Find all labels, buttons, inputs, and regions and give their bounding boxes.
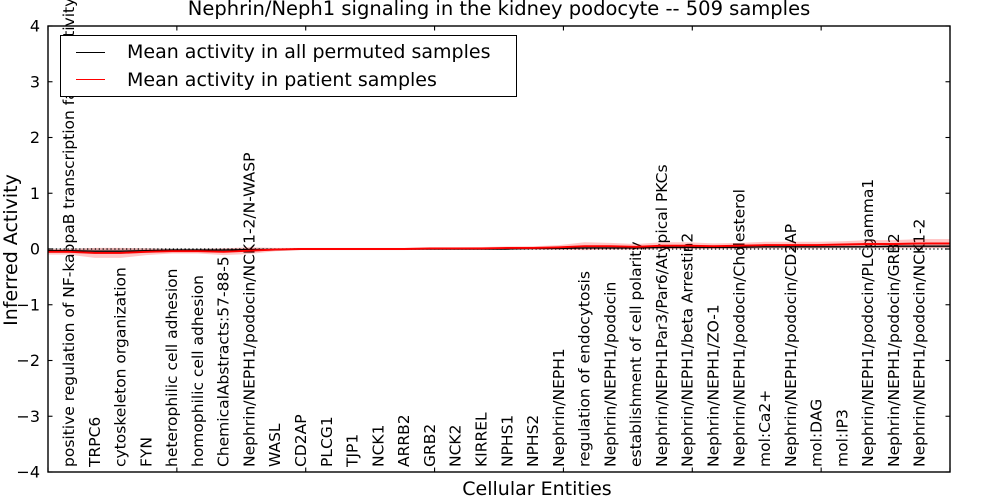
x-tick-label: Nephrin/NEPH1/podocin/CD2AP	[782, 224, 800, 467]
y-axis-label: Inferred Activity	[0, 174, 22, 326]
x-tick-label: Nephrin/NEPH1/podocin	[601, 282, 619, 467]
x-tick-label: Nephrin/NEPH1/podocin/NCK1-2	[911, 219, 929, 467]
legend-label-permuted: Mean activity in all permuted samples	[127, 41, 491, 64]
x-tick-label: Nephrin/NEPH1/podocin/GRB2	[885, 233, 903, 467]
x-tick-label: TRPC6	[86, 417, 104, 468]
x-tick-label: Nephrin/NEPH1/podocin/PLCgamma1	[859, 179, 877, 467]
chart-title: Nephrin/Neph1 signaling in the kidney po…	[187, 0, 811, 20]
y-tick-label: −3	[16, 407, 40, 426]
x-tick-label: NPHS2	[524, 415, 542, 467]
x-tick-label: FYN	[137, 437, 155, 467]
x-tick-label: heterophilic cell adhesion	[163, 268, 181, 467]
y-tick-label: −4	[16, 463, 40, 482]
x-tick-label: Nephrin/NEPH1Par3/Par6/Atypical PKCs	[653, 164, 671, 467]
x-tick-label: Nephrin/NEPH1	[550, 348, 568, 467]
x-tick-label: homophilic cell adhesion	[189, 275, 207, 467]
x-tick-label: positive regulation of NF-kappaB transcr…	[60, 0, 78, 467]
legend: Mean activity in all permuted samples Me…	[60, 35, 517, 97]
y-tick-label: 2	[30, 128, 40, 147]
x-tick-label: PLCG1	[318, 416, 336, 467]
x-tick-label: mol:IP3	[833, 409, 851, 467]
x-tick-label: ARRB2	[395, 414, 413, 467]
x-axis-label: Cellular Entities	[462, 478, 612, 500]
x-tick-label: GRB2	[421, 424, 439, 467]
patient-series-line	[48, 242, 950, 254]
y-tick-label: 3	[30, 72, 40, 91]
patient-line-swatch	[76, 79, 105, 81]
x-tick-label: Nephrin/NEPH1/ZO-1	[705, 304, 723, 467]
y-tick-label: −1	[16, 295, 40, 314]
y-tick-label: 0	[30, 240, 40, 259]
legend-entry-permuted: Mean activity in all permuted samples	[76, 41, 516, 63]
x-tick-label: mol:DAG	[808, 399, 826, 467]
y-tick-label: 1	[30, 184, 40, 203]
x-tick-label: NCK1	[369, 425, 387, 467]
x-tick-label: KIRREL	[472, 412, 490, 467]
y-tick-label: 4	[30, 17, 40, 36]
x-tick-label: NPHS1	[498, 415, 516, 467]
x-tick-label: Nephrin/NEPH1/podocin/Cholesterol	[730, 189, 748, 467]
x-tick-label: regulation of endocytosis	[576, 271, 594, 467]
x-tick-label: cytoskeleton organization	[112, 267, 130, 467]
x-tick-label: Nephrin/NEPH1/beta Arrestin2	[679, 233, 697, 467]
x-tick-label: WASL	[266, 423, 284, 467]
x-tick-label: establishment of cell polarity	[627, 241, 645, 467]
x-tick-label: NCK2	[447, 425, 465, 467]
x-tick-label: Nephrin/NEPH1/podocin/NCK1-2/N-WASP	[240, 153, 258, 467]
x-tick-label: TJP1	[344, 434, 362, 468]
permuted-line-swatch	[76, 51, 105, 53]
x-tick-label: ChemicalAbstracts:57-88-5	[215, 256, 233, 467]
x-tick-label: CD2AP	[292, 414, 310, 467]
legend-entry-patient: Mean activity in patient samples	[76, 69, 516, 91]
y-tick-label: −2	[16, 351, 40, 370]
legend-label-patient: Mean activity in patient samples	[127, 68, 437, 91]
x-tick-label: mol:Ca2+	[756, 390, 774, 467]
